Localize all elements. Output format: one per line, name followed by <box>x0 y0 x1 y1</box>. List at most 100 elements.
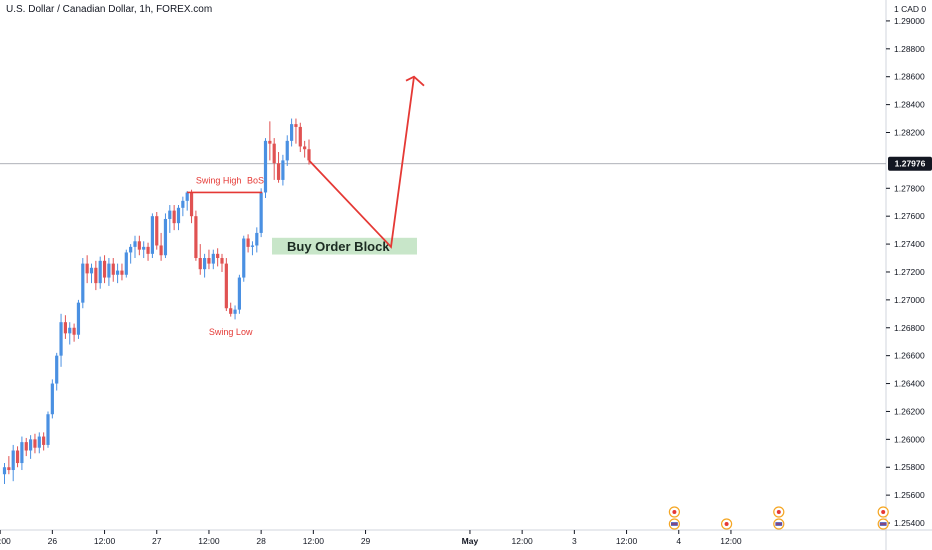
candle-body[interactable] <box>50 383 54 415</box>
candle-body[interactable] <box>107 263 111 278</box>
candle-body[interactable] <box>15 450 20 464</box>
candle-body[interactable] <box>250 245 255 247</box>
candle-body[interactable] <box>189 192 194 217</box>
candle-body[interactable] <box>11 450 15 471</box>
candle-body[interactable] <box>159 245 163 256</box>
candle-body[interactable] <box>298 126 302 147</box>
x-tick-label: 12:00 <box>616 536 638 546</box>
candle-body[interactable] <box>242 238 246 278</box>
y-tick-label: 1.28800 <box>894 44 925 54</box>
currency-label: 1 CAD 0 <box>894 4 926 14</box>
x-tick-label: 29 <box>361 536 371 546</box>
candle-body[interactable] <box>68 327 72 334</box>
candle-body[interactable] <box>42 436 46 445</box>
candle-body[interactable] <box>98 260 102 284</box>
x-tick-label: 3 <box>572 536 577 546</box>
flag-ca-leaf <box>724 522 729 526</box>
candle-body[interactable] <box>124 252 128 275</box>
candle-body[interactable] <box>211 253 215 264</box>
candle-body[interactable] <box>146 246 150 254</box>
candle-body[interactable] <box>233 309 237 314</box>
projection-path <box>308 76 415 249</box>
candle-body[interactable] <box>120 270 124 275</box>
y-tick-label: 1.25400 <box>894 518 925 528</box>
y-tick-label: 1.25800 <box>894 462 925 472</box>
swing-high-label: Swing High <box>196 175 242 185</box>
candle-body[interactable] <box>246 238 250 247</box>
y-tick-label: 1.26400 <box>894 379 925 389</box>
candle-body[interactable] <box>203 258 207 270</box>
candle-body[interactable] <box>207 258 211 264</box>
y-tick-label: 1.26800 <box>894 323 925 333</box>
candle-body[interactable] <box>2 467 7 475</box>
candle-body[interactable] <box>237 277 241 310</box>
x-tick-label: 28 <box>256 536 266 546</box>
candle-body[interactable] <box>263 140 268 193</box>
y-tick-label: 1.28200 <box>894 128 925 138</box>
candle-body[interactable] <box>133 241 137 247</box>
candle-body[interactable] <box>7 467 11 471</box>
candle-body[interactable] <box>24 442 28 451</box>
candle-body[interactable] <box>294 124 298 127</box>
candle-body[interactable] <box>150 216 154 254</box>
y-tick-label: 1.26600 <box>894 351 925 361</box>
candle-body[interactable] <box>63 322 67 334</box>
candle-body[interactable] <box>168 210 172 219</box>
y-tick-label: 1.27200 <box>894 267 925 277</box>
candle-body[interactable] <box>216 253 220 259</box>
candle-body[interactable] <box>220 258 224 264</box>
candle-body[interactable] <box>194 216 198 259</box>
candle-body[interactable] <box>72 327 76 335</box>
candle-body[interactable] <box>59 322 63 356</box>
y-tick-label: 1.26200 <box>894 406 925 416</box>
candle-body[interactable] <box>20 442 24 464</box>
candle-body[interactable] <box>155 216 159 246</box>
candle-body[interactable] <box>303 146 307 150</box>
candle-body[interactable] <box>268 140 272 144</box>
flag-ca-leaf <box>776 510 781 514</box>
candle-body[interactable] <box>185 192 189 201</box>
candle-body[interactable] <box>281 160 285 180</box>
candle-body[interactable] <box>307 149 311 161</box>
flag-ca-leaf <box>672 510 677 514</box>
swing-low-label: Swing Low <box>209 327 253 337</box>
candle-body[interactable] <box>198 258 202 270</box>
candle-body[interactable] <box>85 263 89 274</box>
y-tick-label: 1.29000 <box>894 16 925 26</box>
candle-body[interactable] <box>172 210 176 224</box>
candle-body[interactable] <box>81 263 85 303</box>
candle-body[interactable] <box>94 267 98 284</box>
candle-body[interactable] <box>272 143 276 164</box>
y-tick-label: 1.25600 <box>894 490 925 500</box>
x-tick-label: 12:00 <box>198 536 220 546</box>
x-tick-label: 12:00 <box>720 536 742 546</box>
current-price-badge <box>888 156 932 171</box>
candle-body[interactable] <box>259 192 263 233</box>
y-tick-label: 1.27000 <box>894 295 925 305</box>
candle-body[interactable] <box>102 260 107 278</box>
candle-body[interactable] <box>224 263 228 309</box>
candle-body[interactable] <box>229 308 233 314</box>
bos-label: BoS <box>247 175 264 185</box>
candle-body[interactable] <box>255 232 259 246</box>
candle-body[interactable] <box>89 267 94 274</box>
candle-body[interactable] <box>33 439 37 448</box>
candle-body[interactable] <box>116 270 120 275</box>
candle-body[interactable] <box>137 241 141 250</box>
candle-body[interactable] <box>46 414 50 445</box>
candle-body[interactable] <box>142 246 146 250</box>
candle-body[interactable] <box>29 439 33 451</box>
candle-body[interactable] <box>129 246 133 253</box>
candle-body[interactable] <box>37 436 41 448</box>
candle-body[interactable] <box>111 263 115 275</box>
candle-body[interactable] <box>163 218 168 256</box>
order-block-label: Buy Order Block <box>287 239 390 254</box>
candle-body[interactable] <box>76 302 81 335</box>
candle-body[interactable] <box>290 124 294 141</box>
candle-body[interactable] <box>176 207 181 224</box>
candle-body[interactable] <box>285 140 289 161</box>
candle-body[interactable] <box>276 163 281 180</box>
candle-body[interactable] <box>55 355 59 384</box>
candle-body[interactable] <box>181 200 185 208</box>
